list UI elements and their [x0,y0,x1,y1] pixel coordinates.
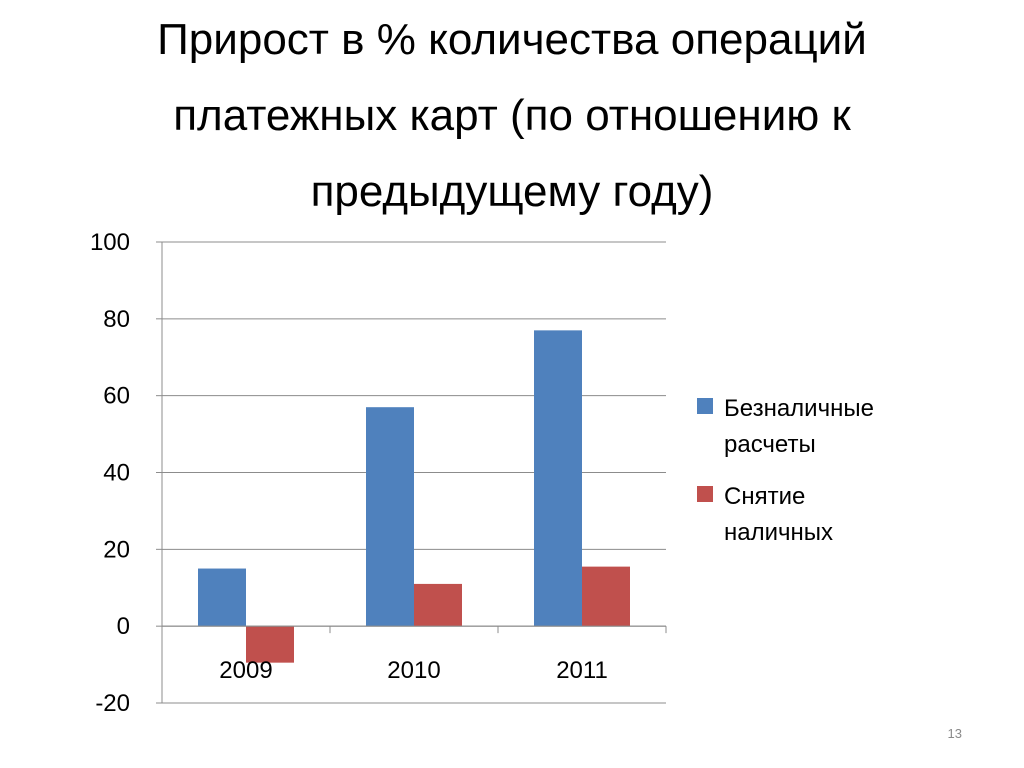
y-tick-label: 40 [103,460,130,487]
bar-2011-series-1 [534,330,582,627]
y-tick-label: -20 [95,690,130,717]
legend-swatch-2 [697,486,713,502]
page-number: 13 [947,726,962,741]
legend: Безналичные расчеты Снятие наличных [697,395,874,546]
legend-swatch-1 [697,398,713,414]
bar-2009-series-1 [198,568,246,627]
x-tick-label: 2011 [556,657,608,684]
legend-label-2: Снятие наличных [724,483,833,546]
x-tick-label: 2010 [387,657,440,684]
slide-title: Прирост в % количества операций платежны… [157,15,867,216]
y-tick-label: 60 [103,383,130,410]
y-tick-label: 100 [90,229,130,256]
legend-label-1: Безналичные расчеты [724,395,874,458]
x-tick-label: 2009 [219,657,272,684]
y-tick-label: 20 [103,536,130,563]
tick-labels: -20 0 20 40 60 80 100 2009 2010 2011 [90,229,608,717]
bar-2009-series-2 [246,626,294,663]
bar-2010-series-2 [414,583,462,627]
bar-2010-series-1 [366,407,414,627]
bar-2011-series-2 [582,566,630,627]
y-tick-label: 80 [103,306,130,333]
bars [198,330,630,663]
axes [156,241,667,704]
y-tick-label: 0 [117,613,130,640]
